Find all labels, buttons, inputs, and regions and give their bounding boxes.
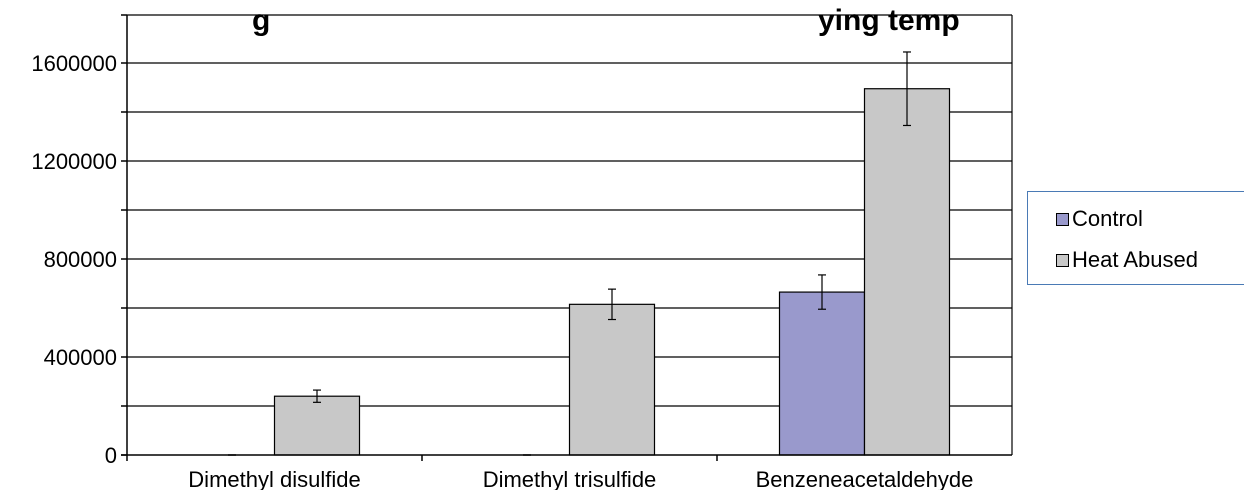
bar — [863, 88, 951, 456]
x-category-label: Dimethyl disulfide — [188, 467, 360, 490]
y-tick-label: 0 — [105, 443, 117, 468]
axes — [121, 14, 1012, 461]
bars — [228, 88, 951, 456]
x-category-label: Dimethyl trisulfide — [483, 467, 657, 490]
y-tick-label: 400000 — [44, 345, 117, 370]
x-category-labels: Dimethyl disulfide Dimethyl trisulfide Ben… — [188, 467, 973, 490]
y-tick-label: 800000 — [44, 247, 117, 272]
x-category-label: Benzeneacetaldehyde — [756, 467, 974, 490]
legend-label-heat-abused: Heat Abused — [1072, 247, 1198, 272]
bar — [778, 291, 866, 456]
y-tick-labels: 0 400000 800000 1200000 1600000 — [31, 51, 117, 468]
bar — [568, 303, 656, 456]
legend-swatch-heat-abused — [1056, 253, 1069, 267]
bar — [273, 395, 361, 456]
legend-item-heat-abused: Heat Abused — [1056, 247, 1198, 273]
y-tick-label: 1200000 — [31, 149, 117, 174]
y-tick-label: 1600000 — [31, 51, 117, 76]
chart-title-fragment-left: g — [252, 4, 270, 37]
error-bars — [313, 51, 911, 403]
chart-title-fragment-right: ying temp — [818, 4, 960, 37]
legend: Control Heat Abused — [1027, 191, 1244, 285]
legend-swatch-control — [1056, 212, 1069, 226]
legend-label-control: Control — [1072, 206, 1143, 231]
legend-item-control: Control — [1056, 206, 1143, 232]
